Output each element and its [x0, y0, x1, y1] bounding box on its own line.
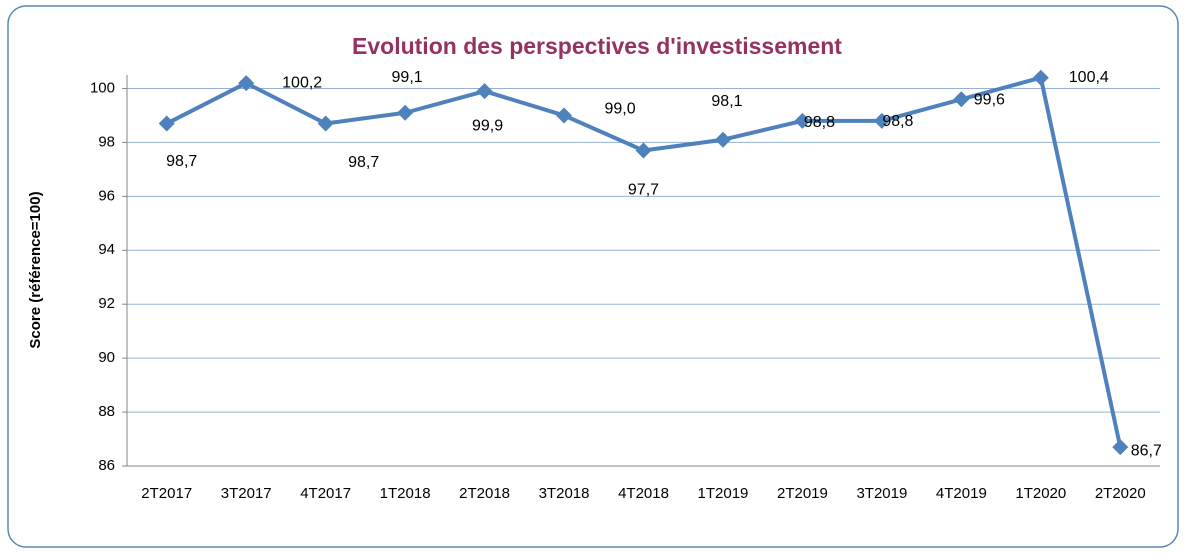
data-point [953, 91, 970, 108]
y-tick-label: 88 [98, 403, 115, 420]
data-label: 86,7 [1131, 442, 1162, 459]
data-label: 98,8 [882, 113, 913, 130]
y-tick-label: 86 [98, 457, 115, 474]
data-label: 98,7 [166, 153, 197, 170]
data-label: 99,1 [392, 69, 423, 86]
chart-title: Evolution des perspectives d'investissem… [352, 33, 842, 59]
data-point [635, 142, 652, 159]
x-tick-label: 4T2018 [618, 485, 669, 502]
x-tick-label: 2T2018 [459, 485, 510, 502]
data-point [397, 104, 414, 121]
y-tick-label: 96 [98, 187, 115, 204]
data-point [1032, 69, 1049, 86]
x-tick-label: 1T2018 [380, 485, 431, 502]
data-point [556, 107, 573, 124]
x-tick-label: 2T2017 [141, 485, 192, 502]
y-tick-label: 100 [90, 79, 115, 96]
data-point [476, 83, 493, 100]
y-tick-label: 98 [98, 133, 115, 150]
data-point [317, 115, 334, 132]
data-point [794, 112, 811, 129]
data-point [238, 75, 255, 92]
data-label: 98,7 [348, 154, 379, 171]
x-tick-label: 4T2017 [300, 485, 351, 502]
data-label: 98,8 [804, 114, 835, 131]
data-label: 99,0 [604, 101, 635, 118]
data-label: 97,7 [628, 182, 659, 199]
data-point [714, 131, 731, 148]
x-tick-label: 3T2018 [539, 485, 590, 502]
data-point [873, 112, 890, 129]
data-label: 99,6 [974, 91, 1005, 108]
x-tick-label: 1T2019 [698, 485, 749, 502]
x-tick-label: 3T2017 [221, 485, 272, 502]
data-label: 100,4 [1069, 69, 1109, 86]
y-axis-label: Score (référence=100) [27, 191, 44, 348]
x-tick-label: 2T2019 [777, 485, 828, 502]
x-tick-label: 4T2019 [936, 485, 987, 502]
y-tick-label: 94 [98, 241, 115, 258]
data-label: 99,9 [472, 117, 503, 134]
data-point [158, 115, 175, 132]
x-tick-label: 2T2020 [1095, 485, 1146, 502]
data-label: 98,1 [711, 93, 742, 110]
data-label: 100,2 [282, 74, 322, 91]
data-point [1112, 439, 1129, 456]
y-tick-label: 90 [98, 349, 115, 366]
y-tick-label: 92 [98, 295, 115, 312]
x-tick-label: 3T2019 [856, 485, 907, 502]
x-tick-label: 1T2020 [1015, 485, 1066, 502]
